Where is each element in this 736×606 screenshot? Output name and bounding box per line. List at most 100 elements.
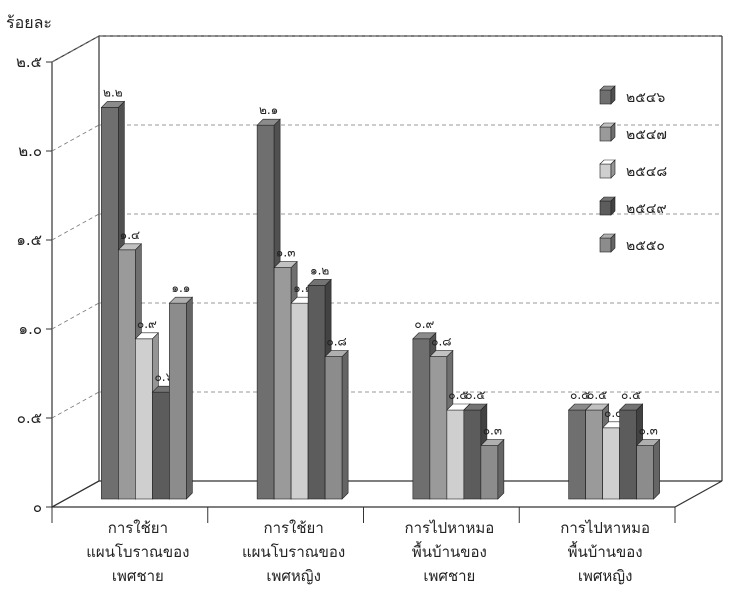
legend-label: ๒๕๔๙ xyxy=(626,201,667,217)
data-label: ๐.๕ xyxy=(448,388,468,402)
bar-side xyxy=(341,349,349,500)
legend-swatch xyxy=(599,237,612,253)
y-tick-label: ๒.๕ xyxy=(16,53,42,71)
bar-front xyxy=(324,356,343,500)
bar-top xyxy=(273,261,298,268)
data-label: ๒.๒ xyxy=(103,85,123,99)
data-label: ๐.๕ xyxy=(587,388,607,402)
y-tick-label: ๐.๕ xyxy=(17,409,42,427)
data-label: ๐.๔ xyxy=(604,406,624,420)
legend-label: ๒๕๔๘ xyxy=(626,164,667,180)
bar-top xyxy=(117,243,143,251)
bar-front xyxy=(636,445,654,500)
data-label: ๑.๓ xyxy=(276,246,296,260)
y-tick-label: ๒.๐ xyxy=(18,142,42,160)
data-label: ๐.๕ xyxy=(570,388,590,402)
x-tick-label: การไปหาหมอ xyxy=(405,519,495,537)
legend-swatch-top xyxy=(599,233,616,239)
y-tick-label: ๑.๐ xyxy=(19,320,42,338)
bar-top xyxy=(412,332,437,340)
data-label: ๐.๕ xyxy=(465,388,485,402)
x-tick-label: แผนโบราณของ xyxy=(242,543,345,561)
x-tick-label: เพศชาย xyxy=(112,567,164,585)
legend-swatch-top xyxy=(599,159,616,165)
bar-top xyxy=(324,350,349,357)
legend-swatch-top xyxy=(599,122,616,128)
legend-label: ๒๕๕๐ xyxy=(626,238,665,254)
bar-front xyxy=(290,302,309,500)
bar-top xyxy=(100,101,126,108)
bar-top xyxy=(480,439,505,446)
bar-front xyxy=(585,409,603,500)
x-tick-label: การไปหาหมอ xyxy=(560,519,650,537)
y-tick-label: ๐ xyxy=(33,498,42,516)
bar-front xyxy=(463,409,482,500)
bar-top xyxy=(134,332,160,340)
data-label: ๐.๙ xyxy=(414,317,434,331)
gridline-side xyxy=(51,391,100,419)
bar-side xyxy=(186,296,193,500)
data-label: ๐.๘ xyxy=(431,335,451,349)
bar-front xyxy=(169,302,187,500)
x-tick-label: พื้นบ้านของ xyxy=(412,541,487,561)
bar-front xyxy=(135,338,153,500)
x-tick-label: เพศหญิง xyxy=(266,567,321,585)
bar-front xyxy=(429,356,448,500)
bar-top xyxy=(256,118,281,126)
y-unit-label: ร้อยละ xyxy=(6,13,52,32)
bar-front xyxy=(619,409,637,500)
data-label: ๒.๑ xyxy=(259,103,278,117)
data-label: ๐.๓ xyxy=(638,424,657,438)
bar-front xyxy=(307,285,326,500)
floor xyxy=(51,480,723,508)
bar-front xyxy=(568,409,586,500)
bar-top xyxy=(584,403,610,411)
legend-swatch xyxy=(599,89,612,105)
x-tick-label: แผนโบราณของ xyxy=(86,543,189,561)
bar-top xyxy=(307,279,332,286)
legend-swatch xyxy=(599,200,612,216)
legend-swatch xyxy=(599,126,612,142)
data-label: ๐.๕ xyxy=(621,388,641,402)
data-label: ๑.๑ xyxy=(293,281,312,295)
legend-label: ๒๕๔๗ xyxy=(626,127,667,143)
x-tick-label: เพศหญิง xyxy=(578,567,633,585)
x-tick-label: พื้นบ้านของ xyxy=(568,541,643,561)
data-label: ๑.๒ xyxy=(310,263,329,277)
bar-front xyxy=(256,124,275,500)
legend-swatch-top xyxy=(599,85,616,91)
data-label: ๐.๓ xyxy=(483,424,502,438)
bar-side xyxy=(497,438,505,500)
bar-front xyxy=(101,107,119,500)
x-tick-label: เพศชาย xyxy=(423,567,475,585)
legend-swatch-top xyxy=(599,196,616,202)
gridline-side xyxy=(51,35,100,63)
bar-front xyxy=(602,427,620,500)
gridline-side xyxy=(51,302,100,330)
gridline-side xyxy=(51,213,100,241)
x-tick-label: การใช้ยา xyxy=(108,519,168,537)
bar-front xyxy=(480,445,499,500)
bar-front xyxy=(412,338,431,500)
data-label: ๐.๙ xyxy=(137,317,157,331)
gridline-side xyxy=(51,124,100,152)
y-tick-label: ๑.๕ xyxy=(16,231,42,249)
legend-label: ๒๕๔๖ xyxy=(626,90,665,106)
bar-front xyxy=(118,249,136,500)
bar-top xyxy=(618,403,644,411)
bar-front xyxy=(446,409,465,500)
data-label: ๑.๑ xyxy=(171,281,190,295)
x-tick-label: การใช้ยา xyxy=(263,519,323,537)
bar-front xyxy=(152,391,170,500)
bar-top xyxy=(429,350,454,357)
bar-front xyxy=(273,267,292,500)
bar-side xyxy=(653,438,660,500)
side-wall xyxy=(51,34,100,509)
data-label: ๐.๘ xyxy=(326,335,346,349)
bar-top xyxy=(463,403,488,411)
bar-top xyxy=(635,439,661,446)
data-label: ๑.๔ xyxy=(120,228,141,242)
legend-swatch xyxy=(599,163,612,179)
